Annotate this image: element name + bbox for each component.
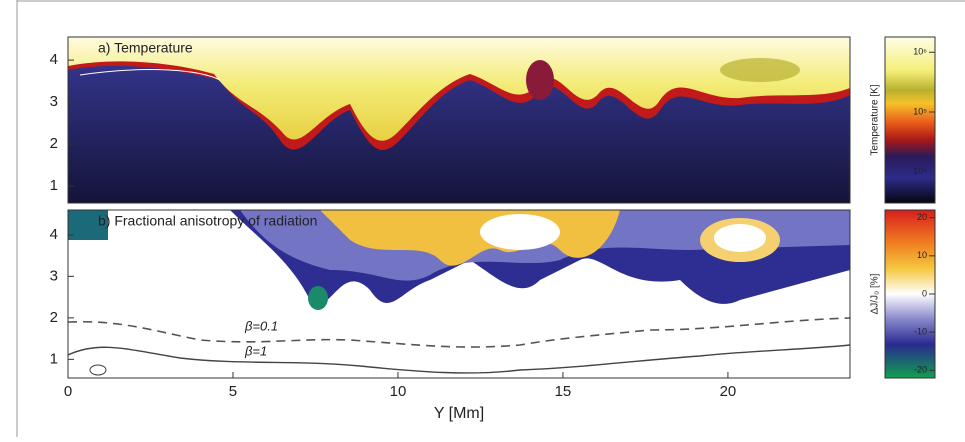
y-tick-label: 3	[50, 267, 58, 284]
y-tick-label: 1	[50, 350, 58, 367]
colorbar-tick-label: 10⁶	[913, 47, 927, 57]
colorbar-tick-label: -10	[914, 327, 927, 337]
x-tick-label: 20	[720, 383, 737, 400]
colorbar-tick-label: -20	[914, 365, 927, 375]
colorbar-tick-label: 0	[922, 288, 927, 298]
panel-frame	[67, 36, 851, 204]
colorbar-tick-label: 10⁵	[913, 106, 927, 116]
x-axis-label: Y [Mm]	[434, 405, 484, 422]
x-tick-label: 5	[229, 383, 237, 400]
y-tick-label: 1	[50, 177, 58, 194]
y-tick-label: 4	[50, 51, 58, 68]
y-tick-label: 2	[50, 135, 58, 152]
anisotropy-field	[68, 210, 850, 378]
panel-title: b) Fractional anisotropy of radiation	[98, 213, 317, 229]
colorbar	[884, 209, 936, 379]
x-tick-label: 15	[555, 383, 572, 400]
y-tick-label: 3	[50, 93, 58, 110]
x-tick-label: 0	[64, 383, 72, 400]
colorbar	[884, 36, 936, 204]
contour-label: β=1	[244, 343, 267, 358]
colorbar-tick-label: 10	[917, 250, 927, 260]
temperature-field	[68, 37, 850, 203]
y-tick-label: 2	[50, 309, 58, 326]
colorbar-label: Temperature [K]	[870, 84, 881, 155]
panel-frame	[67, 209, 851, 379]
contour-label: β=0.1	[244, 318, 278, 333]
panel-title: a) Temperature	[98, 40, 193, 56]
y-tick-label: 4	[50, 226, 58, 243]
colorbar-tick-label: 20	[917, 212, 927, 222]
colorbar-tick-label: 10⁴	[913, 166, 927, 176]
colorbar-label: ΔJ/J₀ [%]	[870, 273, 881, 314]
x-tick-label: 10	[390, 383, 407, 400]
